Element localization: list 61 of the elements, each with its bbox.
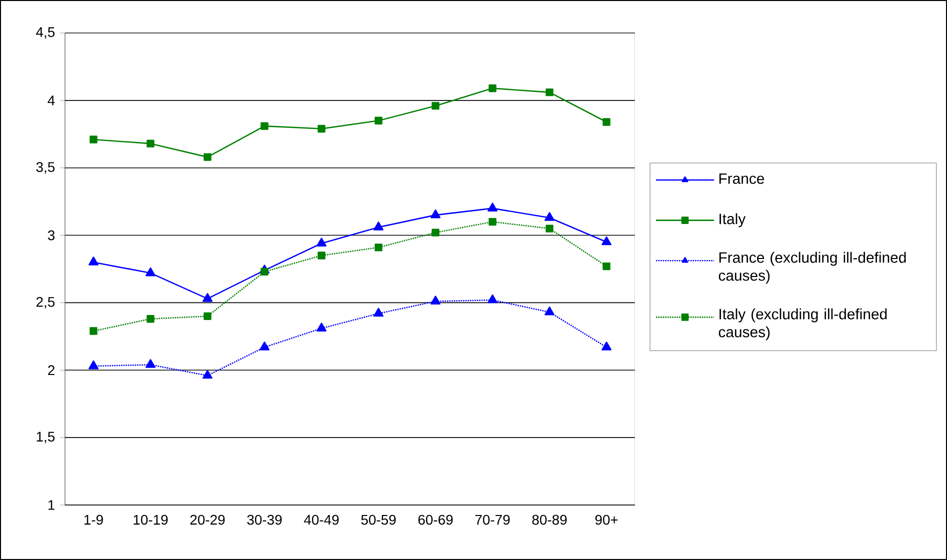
point (432, 228, 440, 236)
point (546, 88, 554, 96)
point (88, 256, 98, 266)
point (204, 153, 212, 161)
legend-label: Italy (excluding ill-defined causes) (718, 308, 887, 340)
point (202, 370, 212, 379)
point (374, 308, 384, 317)
point (602, 342, 612, 350)
x-tick-label: 10-19 (134, 514, 168, 525)
point (602, 262, 610, 270)
x-tick-label: 80-89 (532, 514, 567, 525)
y-tick-label: 1 (48, 500, 54, 510)
x-tick-label: 20-29 (190, 514, 225, 525)
x-tick-label: 1-9 (84, 514, 103, 525)
point (374, 116, 382, 124)
point (318, 124, 326, 133)
legend-label: Italy (720, 213, 746, 228)
point (146, 140, 154, 148)
point (146, 267, 156, 276)
x-tick-label: 60-69 (418, 514, 453, 525)
point (488, 84, 496, 92)
point (260, 122, 268, 130)
point (432, 102, 440, 110)
point (146, 359, 156, 368)
point (430, 296, 440, 305)
point (260, 342, 270, 350)
point (546, 224, 554, 232)
point (374, 244, 382, 252)
y-tick-label: 1,5 (36, 432, 55, 444)
point (316, 238, 326, 247)
x-tick-label: 30-39 (247, 514, 282, 525)
point (318, 252, 326, 260)
y-tick-label: 2 (48, 365, 54, 376)
point (202, 293, 212, 302)
point (374, 222, 384, 230)
y-tick-label: 4 (48, 96, 55, 106)
point (488, 218, 496, 226)
legend-label: France (719, 173, 764, 184)
point (90, 327, 98, 335)
point (544, 212, 554, 221)
y-tick-label: 3,5 (36, 162, 55, 174)
y-tick-label: 3 (48, 230, 55, 240)
point (316, 322, 326, 332)
point (88, 360, 98, 370)
point (544, 306, 554, 316)
point (204, 312, 212, 320)
point (488, 294, 498, 304)
x-tick-label: 90+ (595, 514, 618, 525)
x-tick-label: 50-59 (361, 514, 396, 525)
point (602, 236, 612, 246)
point (488, 202, 498, 212)
y-tick-label: 2,5 (36, 296, 55, 308)
x-tick-label: 70-79 (475, 514, 510, 525)
x-tick-label: 40-49 (304, 514, 339, 525)
y-tick-label: 4,5 (36, 27, 55, 39)
point (90, 136, 98, 144)
point (430, 209, 440, 218)
point (146, 315, 154, 323)
point (602, 118, 610, 126)
legend-label: France (excluding ill-defined causes) (718, 252, 906, 284)
point (260, 268, 268, 276)
